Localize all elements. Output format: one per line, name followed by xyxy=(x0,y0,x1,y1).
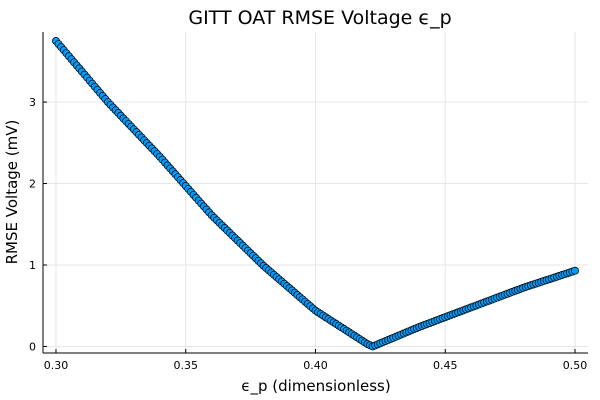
x-axis-label: ϵ_p (dimensionless) xyxy=(241,377,390,396)
x-tick-label-2: 0.40 xyxy=(303,359,328,372)
y-axis-label: RMSE Voltage (mV) xyxy=(3,120,21,265)
data-point xyxy=(571,266,579,275)
x-tick-label-3: 0.45 xyxy=(433,359,458,372)
chart-title: GITT OAT RMSE Voltage ϵ_p xyxy=(188,7,451,29)
y-tick-label-3: 3 xyxy=(29,96,36,109)
grid-layer xyxy=(43,32,588,353)
x-tick-label-0: 0.30 xyxy=(44,359,69,372)
y-tick-label-0: 0 xyxy=(29,340,36,353)
x-tick-label-1: 0.35 xyxy=(173,359,198,372)
axes-layer: 0.30 0.35 0.40 0.45 0.50 0 1 2 3 xyxy=(29,32,588,372)
y-tick-label-1: 1 xyxy=(29,259,36,272)
points-layer xyxy=(52,37,579,351)
x-tick-label-4: 0.50 xyxy=(563,359,588,372)
y-tick-label-2: 2 xyxy=(29,178,36,191)
